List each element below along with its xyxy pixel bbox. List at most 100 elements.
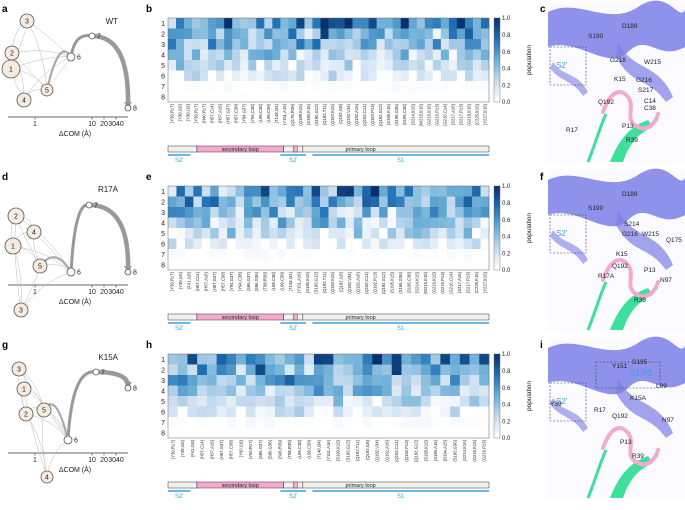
x-axis-label: ΔCOM (Å)	[59, 297, 91, 306]
residue-label: G216	[622, 231, 638, 238]
heatmap-cell	[430, 375, 441, 386]
colorbar-tick-label: 0.2	[502, 419, 511, 425]
heatmap-cell	[235, 207, 245, 218]
site-label: S2'	[289, 494, 297, 500]
heatmap-cell	[424, 49, 434, 61]
colorbar-step	[494, 64, 500, 67]
heatmap-cell	[201, 238, 211, 250]
heatmap-cell	[362, 259, 372, 271]
heatmap-cell	[455, 217, 464, 229]
heatmap-cell	[387, 228, 397, 239]
colorbar-step	[494, 393, 500, 397]
heatmap-cell	[208, 28, 217, 40]
heatmap-cell	[216, 354, 227, 365]
heatmap-cell	[408, 70, 418, 82]
y-tick-label: 7	[161, 420, 165, 427]
heatmap-cell	[168, 91, 177, 103]
heatmap-cell	[479, 385, 490, 397]
colorbar-step	[494, 427, 500, 430]
heatmap-cell	[440, 396, 451, 407]
heatmap-cell	[456, 18, 466, 29]
heatmap-cell	[450, 354, 461, 365]
heatmap-cell	[456, 60, 466, 71]
protein-strand	[610, 456, 653, 498]
heatmap-cell	[382, 406, 393, 418]
heatmap-cell	[245, 375, 256, 386]
panel-letter: e	[146, 172, 152, 183]
heatmap-cell	[360, 60, 369, 71]
colorbar-tick-label: 0.8	[502, 369, 511, 375]
colorbar-step	[494, 251, 500, 254]
network-node	[36, 402, 52, 418]
heatmap-cell	[469, 354, 480, 365]
colorbar-tick-label: 0.6	[502, 386, 511, 392]
x-tick-label: (F41,I18)	[187, 271, 192, 289]
heatmap-cell	[244, 228, 253, 239]
x-tick-label: (G216,K15)	[426, 103, 431, 125]
heatmap-cell	[432, 91, 442, 103]
heatmap-cell	[176, 70, 185, 82]
network-node	[85, 201, 93, 209]
heatmap-cell	[303, 249, 312, 260]
heatmap-cell	[224, 60, 233, 71]
heatmap-cell	[232, 28, 241, 40]
heatmap-cell	[404, 249, 414, 260]
site-label: S2'	[175, 158, 183, 164]
heatmap-cell	[304, 18, 313, 29]
heatmap-cell	[184, 238, 194, 250]
colorbar-step	[494, 404, 500, 407]
x-tick-label: (Y39,R17)	[170, 103, 175, 123]
heatmap-cell	[168, 406, 179, 418]
x-tick-label: (Q192,G12)	[381, 271, 386, 294]
x-tick-label: (Q192,C14)	[362, 103, 367, 125]
heatmap-cell	[296, 39, 305, 50]
heatmap-cell	[240, 18, 249, 29]
heatmap-cell	[370, 228, 380, 239]
heatmap-cell	[216, 49, 225, 61]
heatmap-cell	[177, 364, 188, 376]
x-tick-label: (L99,C39)	[266, 103, 271, 122]
x-tick-label: (S195,K15)	[386, 103, 391, 125]
heatmap-cell	[187, 385, 198, 397]
heatmap-cell	[456, 81, 466, 92]
heatmap-cell	[343, 364, 354, 376]
x-tick-label: (Q192,V34)	[346, 103, 351, 125]
heatmap-cell	[294, 259, 304, 271]
y-tick-label: 6	[161, 409, 165, 416]
x-tick-label: (S190,K15)	[305, 271, 310, 293]
heatmap-cell	[370, 217, 380, 229]
colorbar-step	[494, 192, 500, 195]
heatmap-cell	[416, 28, 426, 40]
heatmap-cell	[372, 364, 383, 376]
y-tick-label: 4	[161, 220, 165, 227]
heatmap-cell	[440, 364, 451, 376]
heatmap-cell	[396, 207, 405, 218]
colorbar-tick-label: 0.2	[502, 83, 511, 89]
heatmap-cell	[264, 18, 273, 29]
colorbar-step	[494, 45, 500, 48]
heatmap-cell	[192, 49, 201, 61]
colorbar-step	[494, 198, 500, 201]
heatmap-cell	[345, 217, 355, 229]
heatmap-cell	[176, 186, 186, 197]
heatmap-cell	[333, 427, 344, 439]
heatmap-cell	[320, 259, 329, 271]
y-tick-label: 1	[161, 357, 165, 364]
network-node	[40, 83, 54, 97]
heatmap-cell	[200, 70, 209, 82]
heatmap-cell	[446, 196, 456, 208]
network-node-label: 5	[45, 88, 49, 95]
heatmap-cell	[252, 196, 262, 208]
colorbar-step	[494, 85, 500, 88]
x-tick-label: (Y39,R17)	[170, 271, 175, 291]
heatmap-cell	[352, 60, 361, 71]
x-tick-label: (H57,C38)	[234, 103, 239, 123]
heatmap-cell	[304, 60, 313, 71]
heatmap-cell	[235, 217, 245, 229]
heatmap-cell	[168, 186, 177, 197]
residue-label: S217	[638, 87, 654, 94]
heatmap-cell	[343, 417, 354, 428]
heatmap-cell	[352, 354, 363, 365]
heatmap-cell	[312, 91, 321, 103]
